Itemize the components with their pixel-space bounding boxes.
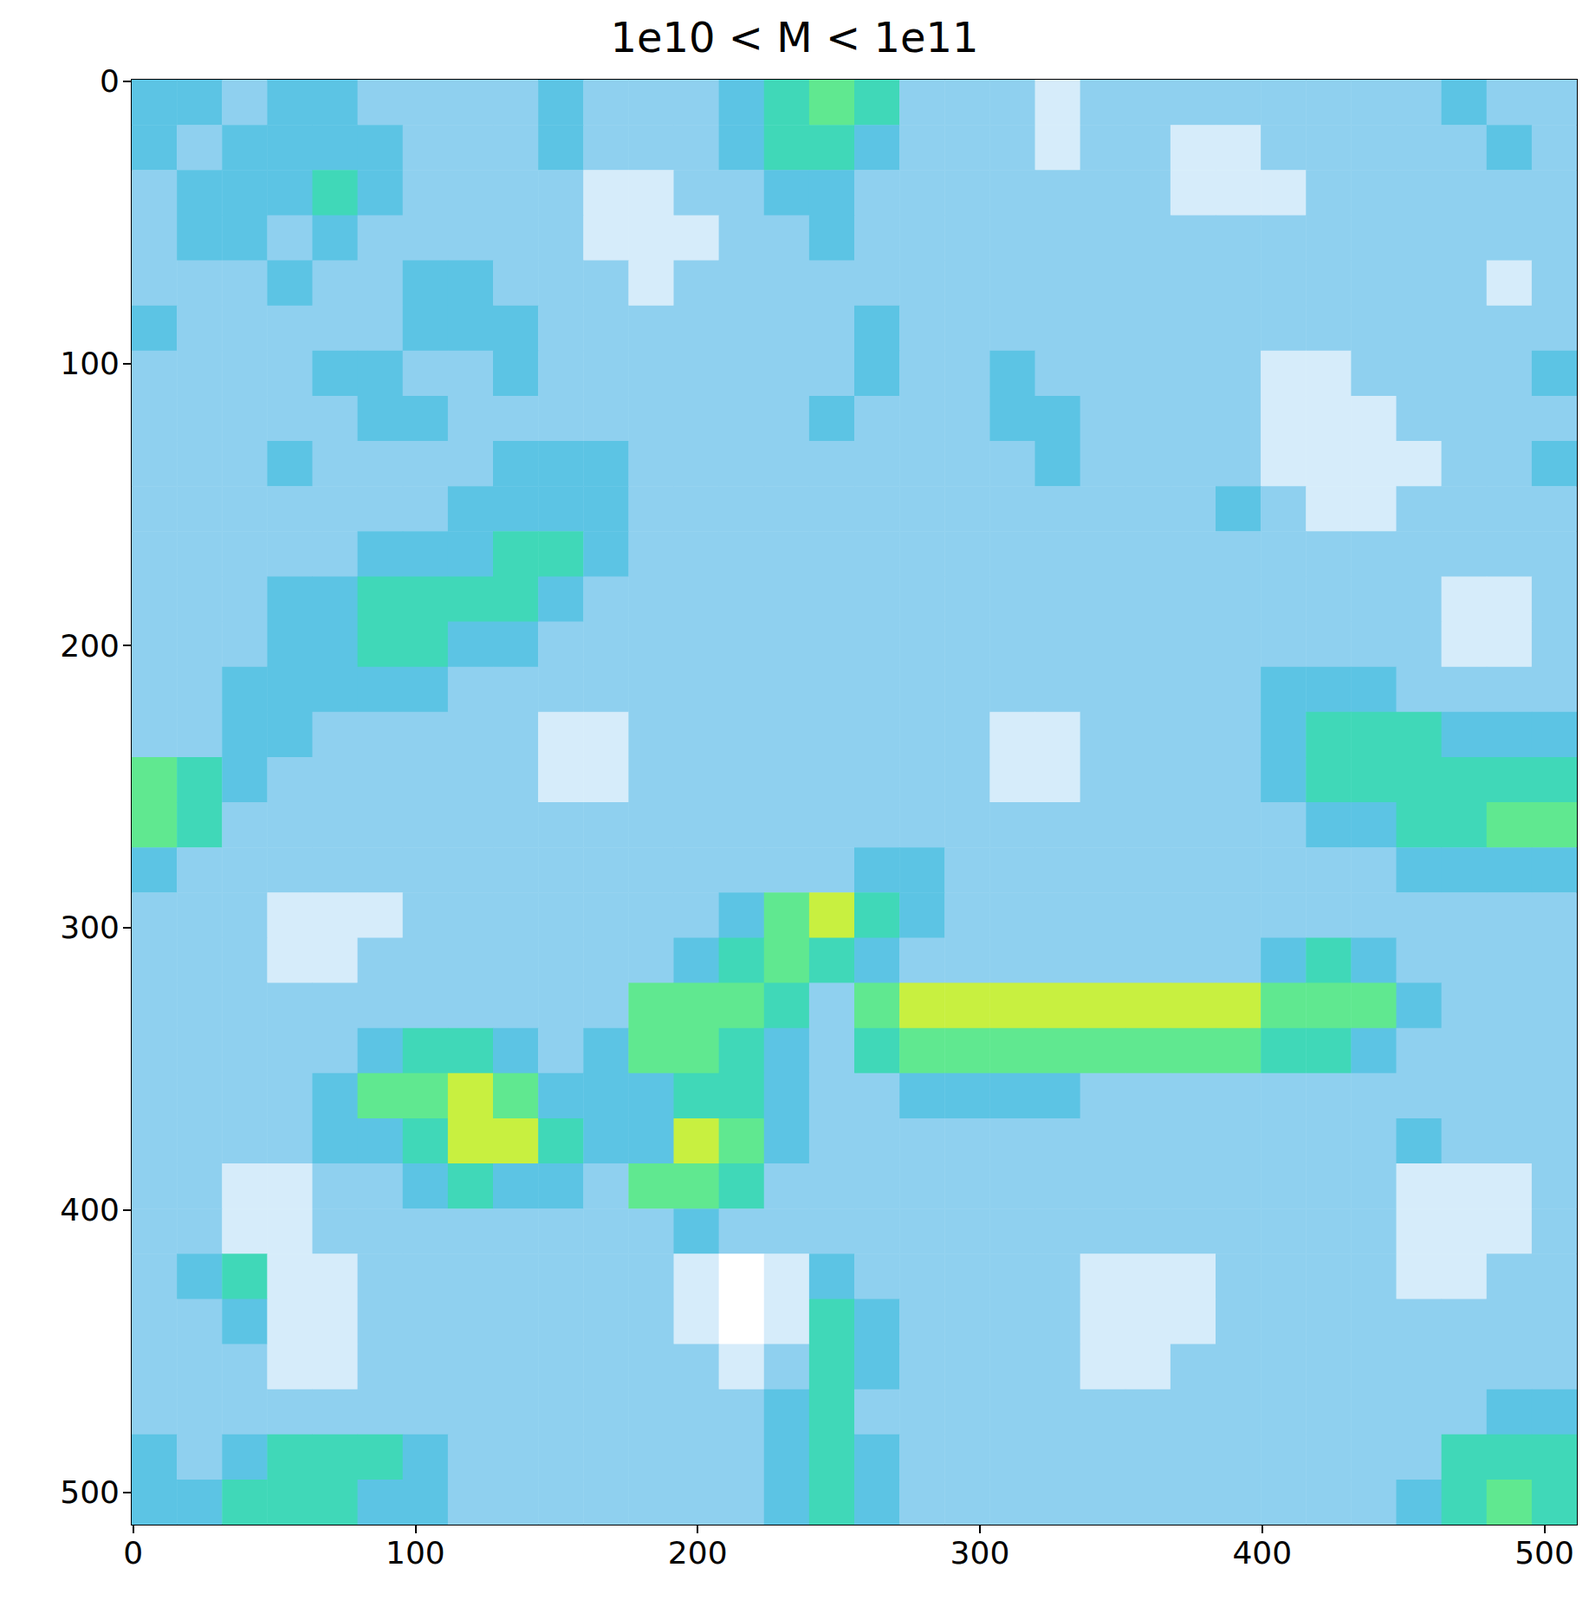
svg-text:100: 100 xyxy=(59,345,120,382)
svg-text:1e10 < M < 1e11: 1e10 < M < 1e11 xyxy=(609,12,979,62)
svg-text:500: 500 xyxy=(1514,1535,1575,1571)
svg-text:0: 0 xyxy=(99,63,120,99)
svg-text:300: 300 xyxy=(950,1535,1011,1571)
svg-text:100: 100 xyxy=(385,1535,446,1571)
svg-text:200: 200 xyxy=(668,1535,728,1571)
svg-text:500: 500 xyxy=(59,1474,120,1511)
svg-text:400: 400 xyxy=(1232,1535,1292,1571)
svg-text:200: 200 xyxy=(59,628,120,664)
svg-text:300: 300 xyxy=(59,909,120,946)
svg-text:400: 400 xyxy=(59,1192,120,1228)
svg-text:0: 0 xyxy=(123,1535,143,1571)
